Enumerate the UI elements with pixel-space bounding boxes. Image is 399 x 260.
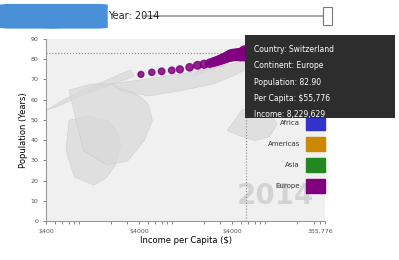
Point [138,72,144,76]
Point [213,59,219,63]
Point [194,63,201,67]
FancyBboxPatch shape [44,4,108,29]
Point [232,53,238,57]
Point [245,51,252,55]
Text: 2014: 2014 [237,182,314,210]
X-axis label: Income per Capita ($): Income per Capita ($) [140,236,231,245]
Point [186,65,193,69]
Point [310,49,317,53]
Text: Per Capita: $55,776: Per Capita: $55,776 [255,94,330,103]
Text: Americas: Americas [268,141,300,147]
Y-axis label: Population (Years): Population (Years) [19,92,28,168]
Text: Asia: Asia [285,162,300,168]
FancyBboxPatch shape [0,4,60,29]
Point [270,51,276,55]
Point [282,50,289,54]
Point [235,53,241,57]
Point [247,51,253,56]
Point [242,51,249,55]
Point [290,49,296,54]
Point [228,53,234,57]
Bar [306,179,325,193]
Point [223,55,230,59]
Text: Europe: Europe [276,183,300,189]
Point [249,51,255,55]
Point [158,69,165,73]
Text: Income: 8,229,629: Income: 8,229,629 [255,110,326,119]
Point [251,50,258,54]
Point [236,52,242,56]
Text: Play: Play [19,11,41,20]
Point [216,58,222,62]
Point [207,61,213,65]
Bar [306,137,325,151]
Point [317,49,324,53]
Point [226,54,232,58]
Point [242,51,248,56]
Point [237,53,243,57]
Text: Africa: Africa [280,120,300,126]
Point [221,56,227,60]
Text: Reset: Reset [61,11,90,20]
Point [238,52,245,56]
Point [277,51,283,55]
Point [241,52,247,56]
Point [169,68,175,73]
Point [303,49,309,54]
Point [149,70,155,74]
Point [230,53,237,57]
Text: Country: Switzerland: Country: Switzerland [255,45,334,54]
Point [244,52,250,56]
Bar [306,158,325,172]
Point [201,62,207,66]
Point [296,49,302,53]
Point [262,50,268,54]
Text: Population: 82.90: Population: 82.90 [255,77,322,87]
Bar [306,116,325,130]
Point [177,67,183,72]
Text: Year: 2014: Year: 2014 [108,11,159,21]
Point [239,53,246,57]
Point [257,49,263,54]
Point [233,53,239,57]
Point [210,60,216,64]
Point [219,57,225,61]
Point [229,54,235,58]
Text: Continent: Europe: Continent: Europe [255,61,324,70]
Bar [323,8,332,25]
